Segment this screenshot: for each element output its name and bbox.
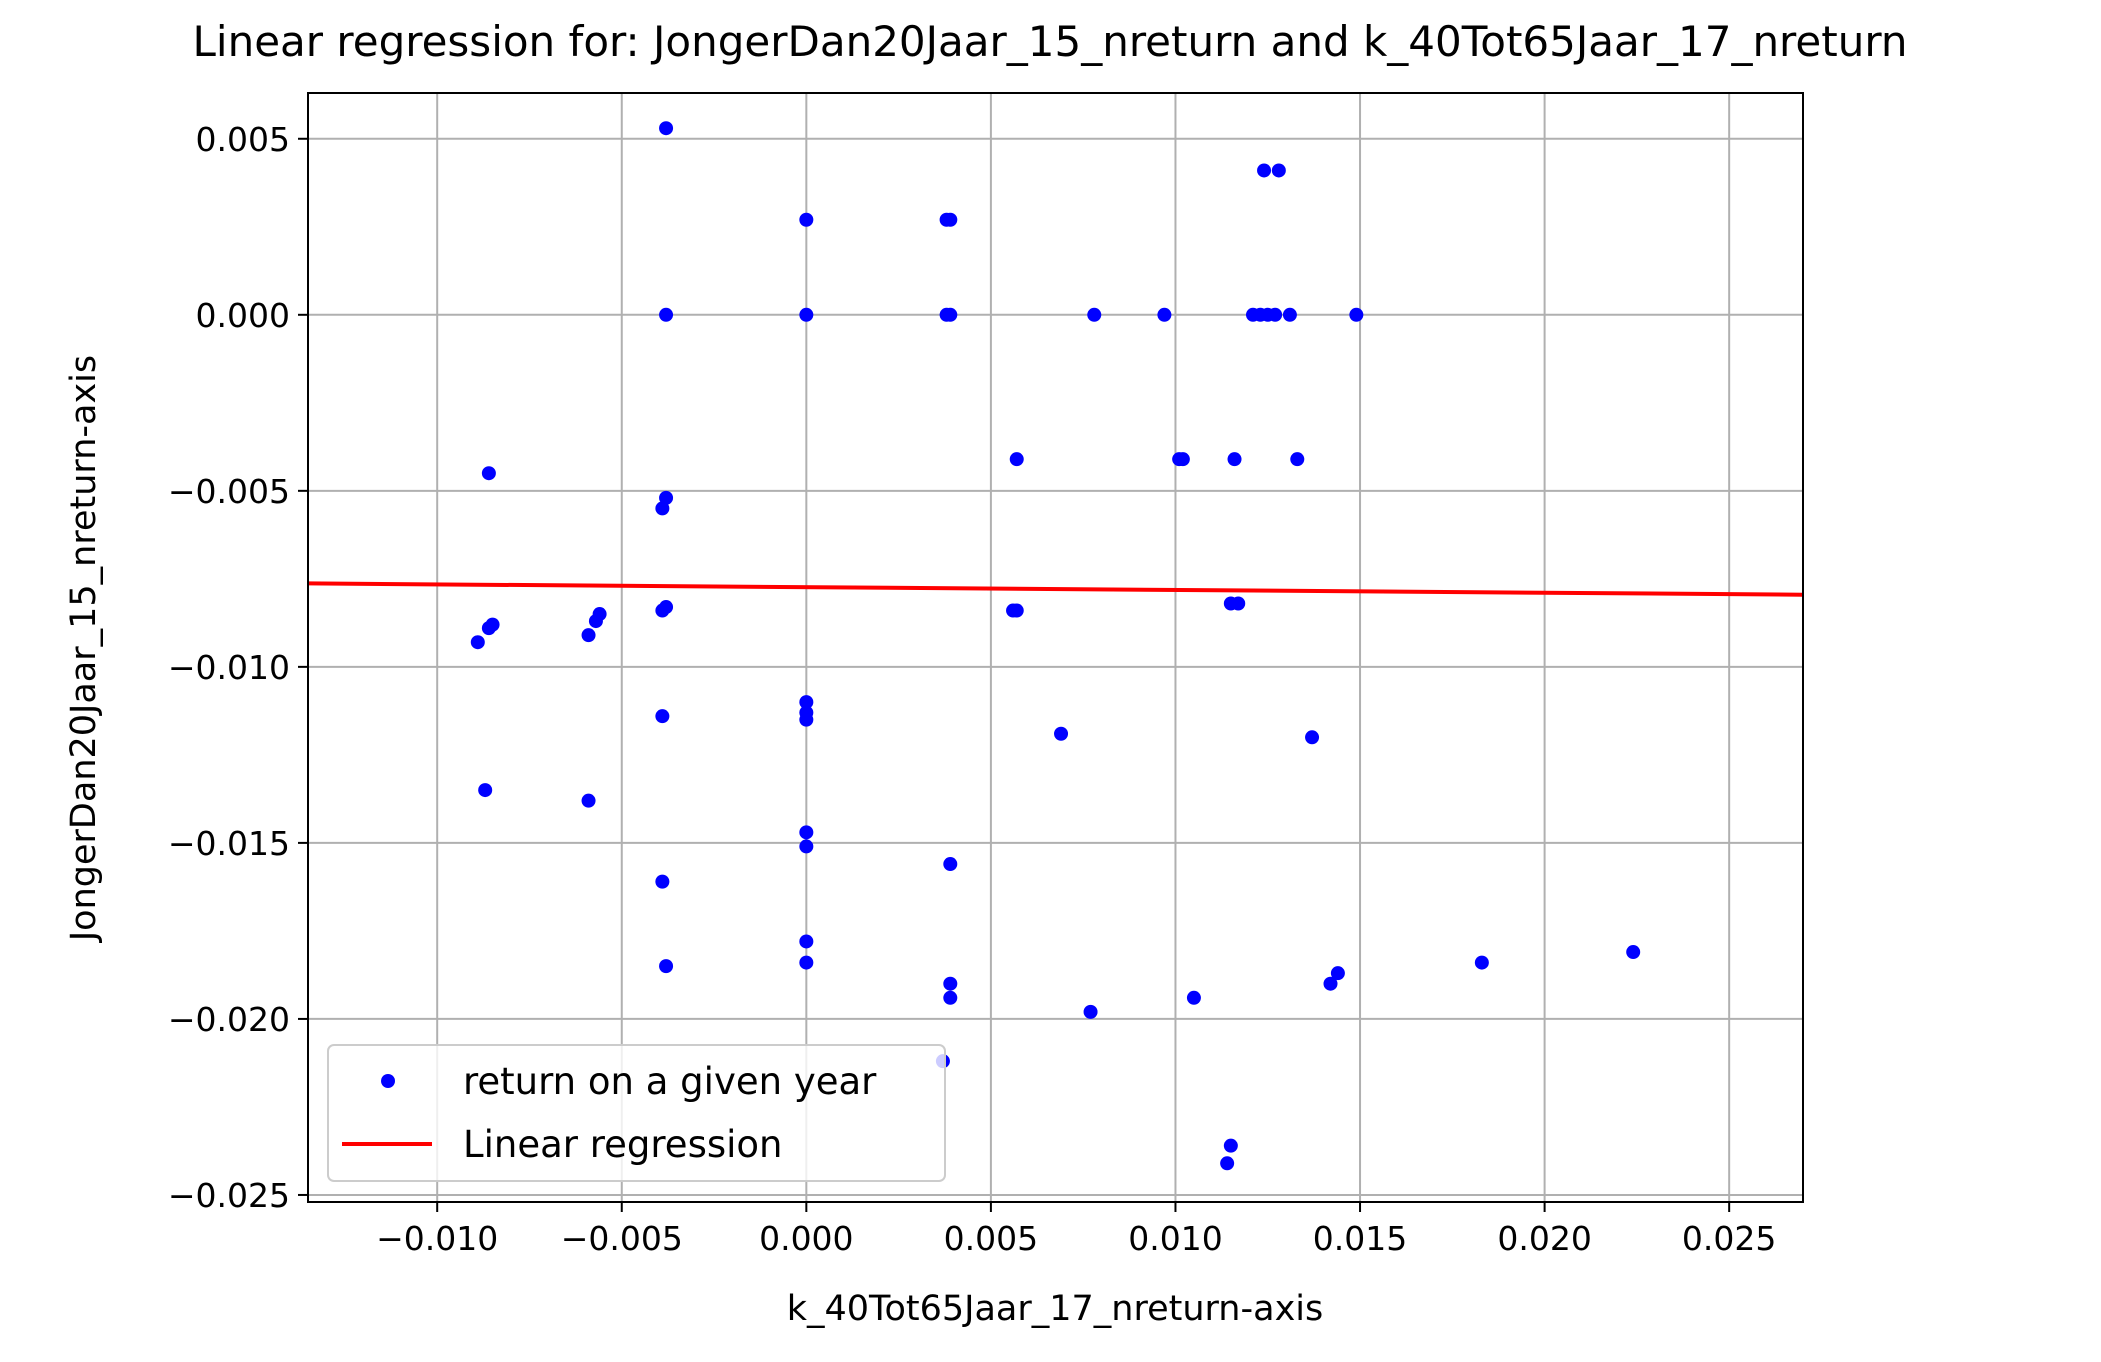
x-tick-label: 0.010 bbox=[1128, 1219, 1222, 1258]
y-tick-label: −0.020 bbox=[168, 1000, 290, 1039]
legend-marker-scatter bbox=[381, 1074, 395, 1088]
legend-box bbox=[327, 1044, 946, 1182]
plot-frame bbox=[307, 92, 1804, 1203]
scatter-point bbox=[799, 825, 814, 840]
scatter-point bbox=[1175, 452, 1190, 467]
scatter-point bbox=[1290, 452, 1305, 467]
scatter-point bbox=[1054, 726, 1069, 741]
scatter-point bbox=[1009, 603, 1024, 618]
scatter-point bbox=[1323, 976, 1338, 991]
y-tick-label: 0.000 bbox=[196, 296, 290, 335]
scatter-point bbox=[478, 783, 493, 798]
scatter-point bbox=[581, 793, 596, 808]
x-tick-label: 0.000 bbox=[759, 1219, 853, 1258]
scatter-point bbox=[1157, 307, 1172, 322]
scatter-point bbox=[799, 839, 814, 854]
y-tick-label: −0.010 bbox=[168, 648, 290, 687]
scatter-point bbox=[1009, 452, 1024, 467]
axis-ticks: −0.010 −0.005 0.000 0.005 0.010 0.015 0.020 0.0… bbox=[168, 120, 1777, 1258]
x-tick-label: 0.005 bbox=[944, 1219, 1038, 1258]
y-tick-label: −0.005 bbox=[168, 472, 290, 511]
scatter-point bbox=[1223, 1138, 1238, 1153]
x-tick-label: 0.025 bbox=[1682, 1219, 1776, 1258]
scatter-point bbox=[799, 934, 814, 949]
scatter-point bbox=[1087, 307, 1102, 322]
chart-title: Linear regression for: JongerDan20Jaar_1… bbox=[193, 17, 1908, 66]
scatter-point bbox=[659, 959, 674, 974]
legend-label-line: Linear regression bbox=[463, 1123, 783, 1166]
scatter-point bbox=[659, 121, 674, 136]
x-tick-label: −0.005 bbox=[561, 1219, 683, 1258]
scatter-point bbox=[481, 466, 496, 481]
scatter-point bbox=[1257, 163, 1272, 178]
y-tick-label: −0.025 bbox=[168, 1176, 290, 1215]
scatter-point bbox=[799, 307, 814, 322]
scatter-point bbox=[1349, 307, 1364, 322]
legend: return on a given year Linear regression bbox=[327, 1044, 946, 1182]
y-tick-label: 0.005 bbox=[196, 120, 290, 159]
scatter-point bbox=[799, 955, 814, 970]
x-tick-label: −0.010 bbox=[376, 1219, 498, 1258]
scatter-point bbox=[1268, 307, 1283, 322]
scatter-point bbox=[592, 607, 607, 622]
scatter-point bbox=[655, 603, 670, 618]
scatter-point bbox=[655, 709, 670, 724]
scatter-point bbox=[1282, 307, 1297, 322]
scatter-point bbox=[1186, 990, 1201, 1005]
regression-line bbox=[307, 581, 1804, 597]
scatter-point bbox=[655, 501, 670, 516]
scatter-point bbox=[1330, 966, 1345, 981]
scatter-point bbox=[581, 628, 596, 643]
scatter-point bbox=[485, 617, 500, 632]
scatter-point bbox=[655, 874, 670, 889]
scatter-point bbox=[1227, 452, 1242, 467]
scatter-point bbox=[1626, 945, 1641, 960]
legend-label-scatter: return on a given year bbox=[463, 1060, 877, 1103]
scatter-point bbox=[943, 857, 958, 872]
scatter-point bbox=[1305, 730, 1320, 745]
x-tick-label: 0.015 bbox=[1313, 1219, 1407, 1258]
y-tick-label: −0.015 bbox=[168, 824, 290, 863]
x-axis-label: k_40Tot65Jaar_17_nreturn-axis bbox=[787, 1289, 1324, 1329]
x-tick-label: 0.020 bbox=[1497, 1219, 1591, 1258]
scatter-point bbox=[1231, 596, 1246, 611]
scatter-point bbox=[943, 990, 958, 1005]
scatter-point bbox=[943, 976, 958, 991]
scatter-point bbox=[799, 212, 814, 227]
scatter-point bbox=[799, 712, 814, 727]
scatter-point bbox=[659, 307, 674, 322]
scatter-point bbox=[943, 212, 958, 227]
scatter-point bbox=[659, 490, 674, 505]
scatter-point bbox=[1083, 1004, 1098, 1019]
scatter-point bbox=[1220, 1156, 1235, 1171]
scatter-point bbox=[943, 307, 958, 322]
y-axis-label: JongerDan20Jaar_15_nreturn-axis bbox=[64, 355, 104, 943]
grid bbox=[308, 93, 1803, 1202]
scatter-point bbox=[799, 695, 814, 710]
scatter-point bbox=[470, 635, 485, 650]
scatter-point bbox=[1271, 163, 1286, 178]
scatter-point bbox=[1474, 955, 1489, 970]
